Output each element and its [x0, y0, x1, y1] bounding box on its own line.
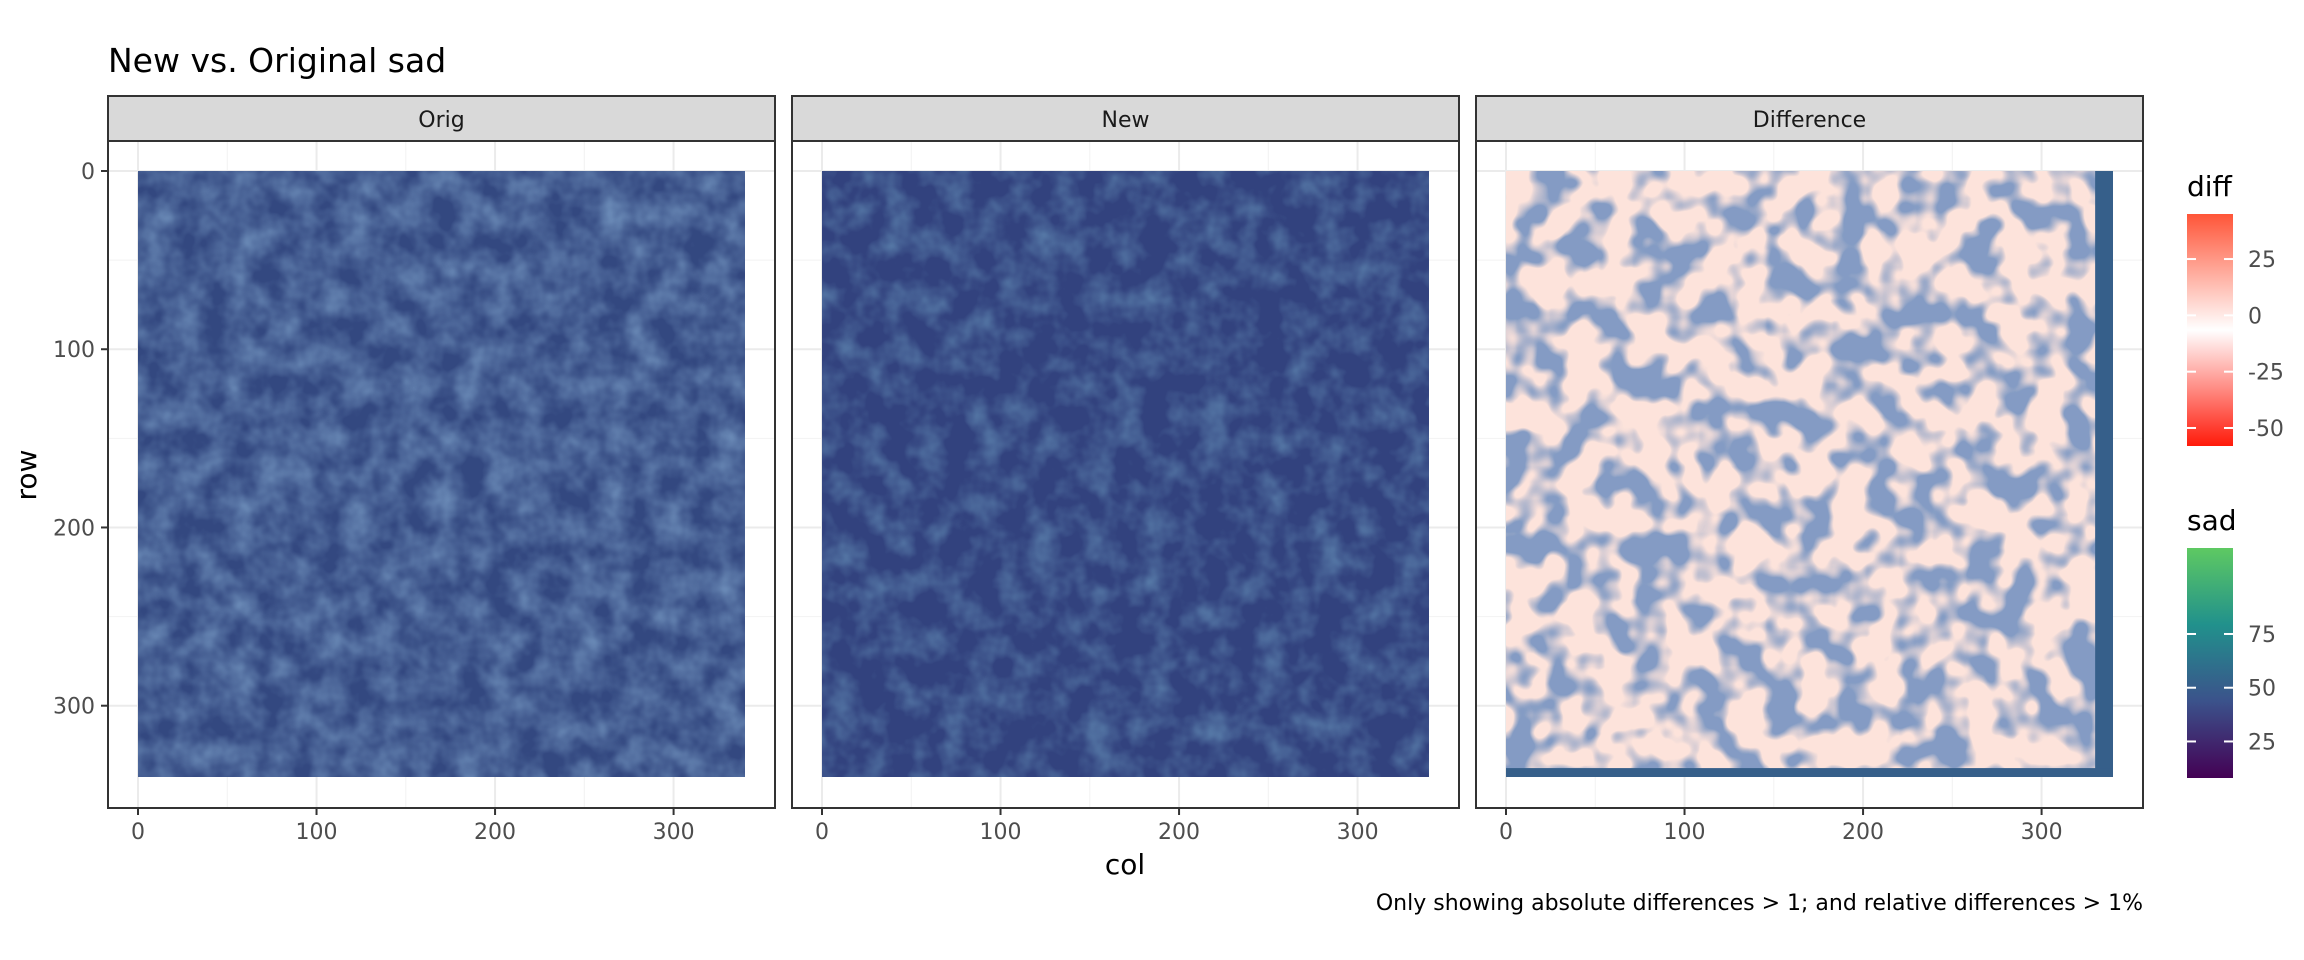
- x-tick-label: 0: [131, 820, 145, 845]
- y-tick-label: 300: [53, 695, 95, 720]
- y-tick-label: 200: [53, 516, 95, 541]
- heatmap-edge-row: [1506, 768, 2113, 777]
- y-tick-label: 100: [53, 338, 95, 363]
- y-axis: 0 100 200 300: [53, 160, 108, 720]
- legend-diff: diff 25 0 -25 -50: [2187, 170, 2284, 446]
- x-tick-label: 200: [1158, 820, 1200, 845]
- facet-panels: Orig 0 100 200 300 New 0 100 200 300 Difference 0 10…: [53, 95, 2144, 845]
- x-tick-label: 200: [474, 820, 516, 845]
- panel-border: [1475, 140, 2144, 809]
- heatmap-texture: [822, 171, 1429, 777]
- x-tick-label: 300: [2021, 820, 2063, 845]
- x-axis-title: col: [1105, 848, 1145, 881]
- x-tick-label: 0: [1499, 820, 1513, 845]
- legend-sad: sad 75 50 25: [2187, 504, 2276, 778]
- x-tick-label: 100: [980, 820, 1022, 845]
- facet-strip: [107, 95, 776, 142]
- x-tick-label: 100: [1664, 820, 1706, 845]
- panel-orig: Orig 0 100 200 300: [107, 95, 776, 845]
- heatmap-texture: [1506, 171, 2113, 777]
- facet-strip-label: Orig: [418, 108, 464, 133]
- facet-strip-label: Difference: [1753, 108, 1866, 133]
- legend-diff-colorbar: [2187, 214, 2233, 446]
- legend-tick-label: 75: [2248, 623, 2276, 648]
- panel-difference: Difference 0 100 200 300: [1475, 95, 2144, 845]
- panel-border: [791, 140, 1460, 809]
- heatmap-texture: [138, 171, 745, 777]
- legend-tick-label: 25: [2248, 248, 2276, 273]
- heatmap-edge-column: [2095, 171, 2113, 777]
- legend-sad-title: sad: [2187, 504, 2237, 537]
- legend-sad-colorbar: [2187, 548, 2233, 778]
- facet-strip: [791, 95, 1460, 142]
- x-tick-label: 100: [296, 820, 338, 845]
- legend-tick-label: 0: [2248, 304, 2262, 329]
- facet-strip: [1475, 95, 2144, 142]
- x-tick-label: 0: [815, 820, 829, 845]
- chart-caption: Only showing absolute differences > 1; a…: [1376, 891, 2143, 916]
- legend-diff-title: diff: [2187, 170, 2233, 203]
- chart-title: New vs. Original sad: [108, 41, 446, 80]
- y-tick-label: 0: [81, 160, 95, 185]
- y-axis-title: row: [10, 450, 43, 501]
- x-tick-label: 300: [1337, 820, 1379, 845]
- legend-tick-label: 50: [2248, 677, 2276, 702]
- facet-strip-label: New: [1102, 108, 1150, 133]
- legend-tick-label: -50: [2248, 417, 2284, 442]
- legend-tick-label: -25: [2248, 361, 2284, 386]
- panel-border: [107, 140, 776, 809]
- panel-new: New 0 100 200 300: [791, 95, 1460, 845]
- legend-tick-label: 25: [2248, 730, 2276, 755]
- x-tick-label: 200: [1842, 820, 1884, 845]
- x-tick-label: 300: [653, 820, 695, 845]
